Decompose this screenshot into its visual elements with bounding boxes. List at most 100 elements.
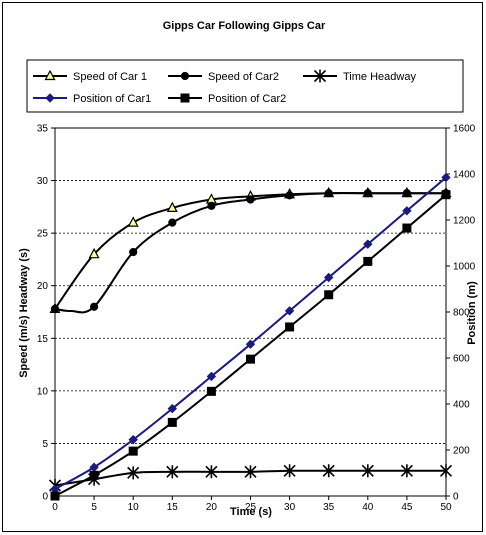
- data-point: [361, 464, 374, 478]
- legend-item: Speed of Car 1: [33, 69, 147, 83]
- data-point: [244, 465, 257, 479]
- data-point: [402, 189, 411, 198]
- x-tick-label: 10: [128, 502, 140, 513]
- y-right-tick-label: 1000: [453, 262, 476, 273]
- y-axis-left-label: Speed (m/s) Headway (s): [18, 248, 30, 378]
- series-layer: [48, 172, 453, 501]
- data-point: [167, 403, 178, 414]
- data-point: [128, 434, 138, 445]
- data-point: [129, 247, 138, 257]
- data-point: [205, 465, 218, 479]
- legend-label: Position of Car2: [208, 93, 286, 105]
- chart-title: Gipps Car Following Gipps Car: [163, 20, 326, 32]
- y-right-tick-label: 800: [453, 308, 470, 319]
- x-tick-label: 25: [245, 502, 257, 513]
- legend-box: [26, 59, 464, 113]
- x-tick-label: 50: [440, 502, 452, 513]
- x-tick-label: 5: [91, 502, 97, 513]
- data-point: [439, 464, 453, 478]
- data-point: [324, 290, 334, 300]
- data-point: [245, 339, 256, 349]
- x-axis: 0 5 10 15 20 25 30 35 40 45 50: [52, 496, 452, 513]
- series-speed-of-car-1: [49, 186, 452, 313]
- legend-item: Position of Car1: [33, 93, 151, 105]
- data-point: [50, 491, 60, 501]
- legend: Speed of Car 1 Speed of Car2 Time Headway P…: [26, 59, 464, 113]
- data-point: [127, 466, 140, 480]
- legend-item: Time Headway: [303, 69, 416, 83]
- y-left-tick-label: 20: [37, 281, 49, 292]
- y-right-tick-label: 1600: [453, 124, 476, 135]
- data-point: [168, 218, 177, 227]
- legend-marker: [180, 93, 190, 103]
- data-point: [206, 386, 216, 396]
- y-right-tick-label: 0: [453, 492, 459, 503]
- x-tick-label: 0: [52, 502, 58, 513]
- legend-item: Speed of Car2: [168, 71, 279, 83]
- data-point: [322, 464, 335, 478]
- y-right-tick-label: 1200: [453, 216, 476, 227]
- data-point: [323, 272, 334, 283]
- legend-item: Position of Car2: [168, 93, 286, 105]
- series-position-of-car2: [50, 190, 451, 501]
- legend-marker: [44, 69, 56, 81]
- x-tick-label: 30: [284, 502, 296, 513]
- series-position-of-car1: [50, 172, 451, 494]
- data-point: [128, 446, 138, 456]
- y-left-tick-label: 25: [37, 229, 49, 240]
- data-point: [363, 256, 373, 266]
- data-point: [441, 190, 451, 200]
- y-right-tick-label: 600: [453, 354, 470, 365]
- data-point: [127, 216, 139, 227]
- data-point: [441, 172, 451, 183]
- data-point: [50, 304, 60, 313]
- x-tick-label: 45: [401, 502, 413, 513]
- legend-marker: [313, 69, 327, 83]
- data-point: [283, 464, 296, 478]
- series-time-headway: [48, 464, 453, 492]
- y-left-tick-label: 5: [42, 439, 48, 450]
- data-point: [88, 247, 100, 259]
- data-point: [402, 206, 412, 216]
- y-left-tick-label: 35: [37, 124, 49, 135]
- x-axis-label: Time (s): [230, 506, 272, 518]
- y-axis-right: 0 200 400 600 800 1000 1200 1400 1600: [446, 124, 476, 503]
- data-point: [400, 464, 413, 478]
- y-left-tick-label: 30: [37, 176, 49, 187]
- x-tick-label: 15: [167, 502, 179, 513]
- x-tick-label: 35: [323, 502, 335, 513]
- y-left-tick-label: 15: [37, 334, 49, 345]
- data-point: [284, 306, 295, 316]
- legend-label: Speed of Car 1: [73, 71, 147, 83]
- gridlines: [55, 180, 446, 444]
- data-point: [363, 239, 373, 249]
- y-right-tick-label: 200: [453, 446, 470, 457]
- x-tick-label: 40: [362, 502, 374, 513]
- series-line: [54, 176, 447, 490]
- plot-area: [54, 127, 447, 497]
- data-point: [207, 201, 216, 210]
- legend-marker: [180, 71, 190, 81]
- series-line: [54, 192, 446, 314]
- data-point: [90, 302, 99, 311]
- data-point: [285, 322, 295, 332]
- x-tick-label: 20: [206, 502, 218, 513]
- y-left-tick-label: 10: [37, 386, 49, 397]
- data-point: [166, 201, 178, 213]
- data-point: [206, 371, 217, 382]
- series-line: [54, 192, 446, 310]
- y-right-tick-label: 400: [453, 400, 470, 411]
- y-left-tick-label: 0: [42, 492, 48, 503]
- y-axis-right-label: Position (m): [466, 281, 478, 345]
- data-point: [324, 189, 333, 198]
- data-point: [89, 470, 99, 480]
- chart-svg: Gipps Car Following Gipps Car Speed of C…: [18, 20, 478, 518]
- data-point: [167, 417, 177, 427]
- y-right-tick-label: 1400: [453, 170, 476, 181]
- y-axis-left: 0 5 10 15 20 25 30 35: [37, 124, 55, 503]
- series-speed-of-car2: [50, 189, 451, 314]
- data-point: [166, 465, 179, 479]
- legend-label: Time Headway: [343, 71, 416, 83]
- data-point: [246, 195, 255, 204]
